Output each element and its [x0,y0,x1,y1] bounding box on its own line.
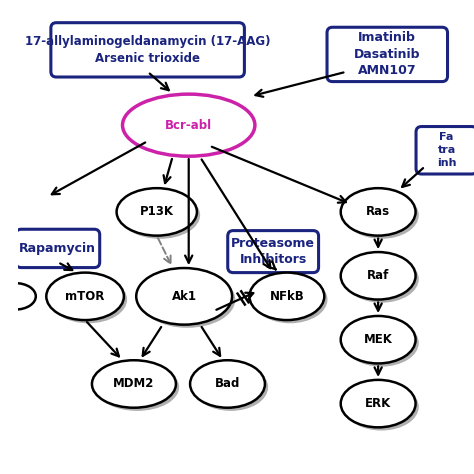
Text: Proteasome
Inhibitors: Proteasome Inhibitors [231,237,315,266]
Ellipse shape [249,273,324,320]
Text: MEK: MEK [364,333,392,346]
Ellipse shape [117,188,197,236]
Text: Fa
tra
inh: Fa tra inh [437,132,456,168]
Text: Rapamycin: Rapamycin [19,242,96,255]
Ellipse shape [92,360,176,408]
Text: 17-allylaminogeldanamycin (17-AAG)
Arsenic trioxide: 17-allylaminogeldanamycin (17-AAG) Arsen… [25,35,270,64]
Ellipse shape [139,271,235,328]
FancyBboxPatch shape [327,27,447,82]
Ellipse shape [95,364,179,411]
Text: Ras: Ras [366,205,390,219]
Ellipse shape [341,252,416,300]
Ellipse shape [253,276,328,323]
Ellipse shape [344,255,419,303]
FancyBboxPatch shape [416,127,474,174]
Ellipse shape [341,380,416,428]
Ellipse shape [341,188,416,236]
Text: MDM2: MDM2 [113,377,155,391]
FancyBboxPatch shape [228,231,319,273]
Ellipse shape [136,268,232,325]
Ellipse shape [344,191,419,239]
FancyBboxPatch shape [16,229,100,268]
Ellipse shape [344,383,419,430]
Ellipse shape [0,283,36,310]
Ellipse shape [49,276,127,323]
Text: Raf: Raf [367,269,389,283]
Ellipse shape [46,273,124,320]
Text: Ak1: Ak1 [172,290,197,303]
FancyBboxPatch shape [51,23,245,77]
Text: NFkB: NFkB [270,290,304,303]
Text: ERK: ERK [365,397,391,410]
Text: P13K: P13K [140,205,174,219]
Ellipse shape [341,316,416,364]
Text: mTOR: mTOR [65,290,105,303]
Ellipse shape [123,94,255,156]
Ellipse shape [344,319,419,366]
Text: Bad: Bad [215,377,240,391]
Text: Bcr-abl: Bcr-abl [165,118,212,132]
Text: Imatinib
Dasatinib
AMN107: Imatinib Dasatinib AMN107 [354,31,420,77]
Ellipse shape [0,283,36,310]
Ellipse shape [120,191,200,239]
Ellipse shape [190,360,265,408]
Ellipse shape [193,364,268,411]
